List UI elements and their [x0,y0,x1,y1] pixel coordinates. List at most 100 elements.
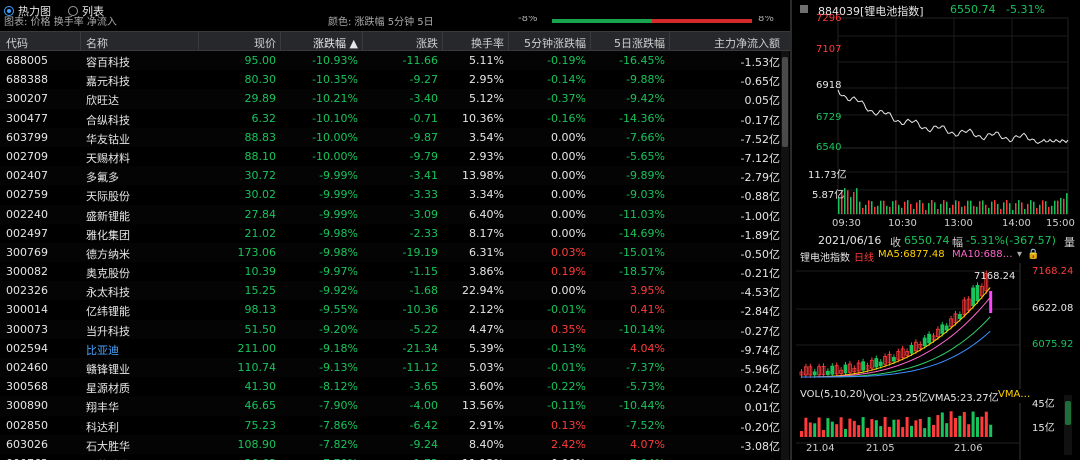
table-row[interactable]: 002326 永太科技 15.25 -9.92% -1.68 22.94% 0.00% 3.9… [0,281,780,301]
cell-name[interactable]: 天际股份 [86,190,130,204]
cell-name[interactable]: 德方纳米 [86,247,130,261]
cell-name[interactable]: 多氟多 [86,171,119,185]
col-net-inflow[interactable]: 主力净流入额 [714,37,780,50]
table-row[interactable]: 603026 石大胜华 108.90 -7.82% -9.24 8.40% 2.42% 4.0… [0,434,780,454]
table-row[interactable]: 300073 当升科技 51.50 -9.20% -5.22 4.47% 0.35% -10.… [0,319,780,339]
cell-name[interactable]: 比亚迪 [86,343,119,357]
cell-price: 211.00 [237,341,277,355]
volume-bar [850,196,852,214]
cell-turnover: 13.98% [462,169,504,183]
cell-5day: -9.88% [626,73,665,87]
cell-net-inflow: -0.21亿 [740,267,780,281]
cell-5min: -0.19% [547,54,586,67]
kvolume-bar [844,428,847,437]
kvolume-bar [949,411,953,437]
table-row[interactable]: 300207 欣旺达 29.89 -10.21% -3.40 5.12% -0.37% -9.… [0,89,780,109]
table-row[interactable]: 300890 翔丰华 46.65 -7.90% -4.00 13.56% -0.11% -10… [0,396,780,416]
scrollbar-thumb[interactable] [782,57,788,147]
table-row[interactable]: 300769 德方纳米 173.06 -9.98% -19.19 6.31% 0.03% -1… [0,242,780,263]
lock-icon[interactable]: 🔒 [1027,249,1040,260]
table-row[interactable]: 688388 嘉元科技 80.30 -10.35% -9.27 2.95% -0.14% -9… [0,70,780,89]
table-row[interactable]: 002759 天际股份 30.02 -9.99% -3.33 3.34% 0.00% -9.0… [0,185,780,204]
cell-change: -3.41 [409,169,438,183]
volume-bar [1015,203,1017,214]
table-row[interactable]: 300082 奥克股份 10.39 -9.97% -1.15 3.86% 0.19% -18.… [0,262,780,281]
list-radio[interactable]: 列表 [68,3,104,19]
cell-name[interactable]: 科达利 [86,420,119,434]
cell-pct: -9.92% [319,284,358,298]
cell-name[interactable]: 容百科技 [86,56,130,69]
cell-name[interactable]: 欣旺达 [86,94,119,108]
kline-info-bar: 2021/06/16 收 6550.74 幅 -5.31%(-367.57) 量 [792,232,1080,249]
table-row[interactable]: 002594 比亚迪 211.00 -9.18% -21.34 5.39% -0.13% 4.… [0,339,780,358]
kline-scrollbar[interactable] [1064,395,1072,455]
panel-divider[interactable] [790,0,792,460]
cell-name[interactable]: 赣锋锂业 [86,363,130,376]
cell-name[interactable]: 翔丰华 [86,401,119,415]
cell-pct: -9.97% [319,265,358,279]
color-options[interactable]: 颜色: 涨跌幅 5分钟 5日 [328,17,434,28]
chart-type-options[interactable]: 图表: 价格 换手率 净流入 [4,17,117,28]
cell-5day: -9.42% [626,92,665,106]
table-row[interactable]: 000762 西藏矿业 20.63 -7.70% -1.72 11.12% 0.00% -7.… [0,454,780,460]
cell-name[interactable]: 石大胜华 [86,439,130,453]
vol-label: 11.73亿 [808,170,847,181]
table-row[interactable]: 603799 华友钴业 88.83 -10.00% -9.87 3.54% 0.00% -7.… [0,127,780,147]
col-5min[interactable]: 5分钟涨跌幅 [524,37,586,50]
candle [971,287,976,306]
cell-name[interactable]: 嘉元科技 [86,75,130,89]
dropdown-icon[interactable]: ▾ [1017,249,1023,260]
intraday-chart[interactable]: 7296 7107 6918 6729 6540 11.73亿 5.87亿 09… [792,0,1080,230]
table-row[interactable]: 688005 容百科技 95.00 -10.93% -11.66 5.11% -0.19% -… [0,51,780,71]
cell-name[interactable]: 盛新锂能 [86,209,130,223]
cell-5day: -9.89% [626,169,665,183]
cell-name[interactable]: 合纵科技 [86,113,130,127]
x-label: 10:30 [888,218,917,229]
table-row[interactable]: 300568 星源材质 41.30 -8.12% -3.65 3.60% -0.22% -5.… [0,377,780,396]
table-scrollbar[interactable] [781,51,789,460]
table-row[interactable]: 002240 盛新锂能 27.84 -9.99% -3.09 6.40% 0.00% -11.… [0,204,780,224]
cell-name[interactable]: 西藏矿业 [86,457,186,460]
col-change[interactable]: 涨跌 [416,37,438,50]
cell-name[interactable]: 奥克股份 [86,267,130,281]
cell-name[interactable]: 当升科技 [86,324,130,338]
cell-5min: -0.37% [547,92,586,106]
cell-5day: -14.69% [619,226,665,240]
cell-name[interactable]: 亿纬锂能 [86,305,130,319]
col-pct-sorted[interactable]: 涨跌幅 ▲ [313,37,358,50]
y-label: 7107 [816,44,842,55]
volume-bar [1024,208,1026,214]
kline-period[interactable]: 日线 [854,253,874,264]
col-name[interactable]: 名称 [86,37,108,50]
col-price[interactable]: 现价 [254,37,276,50]
table-row[interactable]: 002460 赣锋锂业 110.74 -9.13% -11.12 5.03% -0.01% -… [0,358,780,378]
table-row[interactable]: 002407 多氟多 30.72 -9.99% -3.41 13.98% 0.00% -9.8… [0,166,780,186]
table-row[interactable]: 002497 雅化集团 21.02 -9.98% -2.33 8.17% 0.00% -14.… [0,224,780,243]
col-5day[interactable]: 5日涨跌幅 [614,37,665,50]
cell-name[interactable]: 星源材质 [86,382,130,396]
table-row[interactable]: 002709 天赐材料 88.10 -10.00% -9.79 2.93% 0.00% -5.… [0,147,780,166]
cell-name[interactable]: 永太科技 [86,286,130,300]
heatmap-radio[interactable]: 热力图 [4,3,51,19]
cell-name[interactable]: 雅化集团 [86,228,130,242]
kline-chart[interactable]: 7168.24 7168.24 6622.08 6075.92 [792,263,1080,389]
col-code[interactable]: 代码 [6,37,28,50]
cell-code: 002240 [6,207,48,221]
cell-net-inflow: -0.65亿 [740,75,780,89]
cell-name[interactable]: 华友钴业 [86,132,130,146]
col-turnover[interactable]: 换手率 [471,37,504,50]
cell-net-inflow: -2.84亿 [740,305,780,319]
candle [834,365,839,375]
table-row[interactable]: 002850 科达利 75.23 -7.86% -6.42 2.91% 0.13% -7.52… [0,416,780,435]
y-label: 6729 [816,112,842,123]
cell-5day: 4.07% [630,437,665,451]
cell-5min: 0.00% [551,130,586,144]
candle [892,357,896,362]
kline-volume-chart[interactable]: 45亿 15亿 21.04 21.05 21.06 [792,395,1080,460]
volume-bar [1030,200,1032,214]
table-row[interactable]: 300014 亿纬锂能 98.13 -9.55% -10.36 2.12% -0.01% 0.… [0,300,780,319]
table-row[interactable]: 300477 合纵科技 6.32 -10.10% -0.71 10.36% -0.16% -1… [0,109,780,128]
cell-name[interactable]: 天赐材料 [86,151,130,165]
kline-scroll-thumb[interactable] [1065,401,1071,425]
cell-code: 300568 [6,380,48,394]
